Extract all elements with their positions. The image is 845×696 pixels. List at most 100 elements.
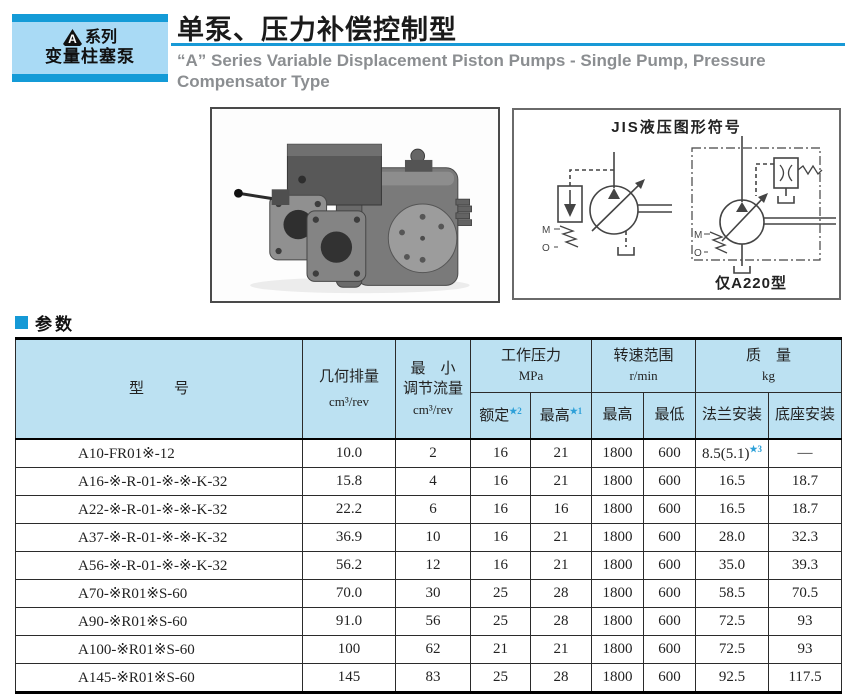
col-header-speed-max: 最高 <box>591 392 645 440</box>
cell-mass-base: 32.3 <box>768 523 843 552</box>
badge-series-label: 系列 <box>84 29 117 47</box>
cell-mass-flange: 92.5 <box>695 663 770 693</box>
cell-model: A145-※R01※S-60 <box>15 663 303 693</box>
series-badge: A 系列 变量柱塞泵 <box>12 14 168 82</box>
cell-pressure-max: 21 <box>529 467 593 496</box>
cell-displacement: 100 <box>302 635 396 664</box>
col-header-model: 型 号 <box>15 338 303 440</box>
cell-min-flow: 12 <box>395 551 471 580</box>
cell-speed-max: 1800 <box>591 438 645 468</box>
cell-pressure-max: 28 <box>529 607 593 636</box>
svg-text:M: M <box>694 230 702 241</box>
badge-bottom-bar <box>12 74 168 82</box>
cell-mass-base: 18.7 <box>768 495 843 524</box>
cell-displacement: 91.0 <box>302 607 396 636</box>
cell-displacement: 36.9 <box>302 523 396 552</box>
col-header-flange-mount: 法兰安装 <box>695 392 770 440</box>
cell-pressure-max: 21 <box>529 523 593 552</box>
cell-speed-min: 600 <box>643 551 697 580</box>
cell-speed-min: 600 <box>643 438 697 468</box>
cell-pressure-max: 16 <box>529 495 593 524</box>
col-header-pressure-max: 最高★1 <box>529 392 593 440</box>
pump-photo-art <box>234 143 472 294</box>
cell-model: A10-FR01※-12 <box>15 438 303 468</box>
cell-speed-min: 600 <box>643 579 697 608</box>
cell-min-flow: 2 <box>395 438 471 468</box>
cell-displacement: 22.2 <box>302 495 396 524</box>
cell-speed-max: 1800 <box>591 663 645 693</box>
cell-speed-max: 1800 <box>591 523 645 552</box>
pump-photo <box>210 107 500 303</box>
cell-speed-min: 600 <box>643 523 697 552</box>
params-table: 型 号 几何排量 cm³/rev 最 小 调节流量 cm³/rev 工作压力 M… <box>15 337 843 694</box>
cell-pressure-rated: 16 <box>470 495 531 524</box>
cell-mass-flange: 72.5 <box>695 607 770 636</box>
table-row: A100-※R01※S-60 100 62 21 21 1800 600 72.… <box>15 635 843 664</box>
cell-speed-max: 1800 <box>591 467 645 496</box>
section-bullet-icon <box>15 316 28 329</box>
cell-mass-flange: 28.0 <box>695 523 770 552</box>
cell-displacement: 56.2 <box>302 551 396 580</box>
cell-displacement: 15.8 <box>302 467 396 496</box>
col-header-displacement: 几何排量 cm³/rev <box>302 338 396 440</box>
table-row: A16-※-R-01-※-※-K-32 15.8 4 16 21 1800 60… <box>15 467 843 496</box>
cell-mass-flange: 35.0 <box>695 551 770 580</box>
cell-pressure-rated: 16 <box>470 438 531 468</box>
hydraulic-circuit-icon: M O <box>542 136 836 274</box>
cell-min-flow: 62 <box>395 635 471 664</box>
cell-mass-base: 70.5 <box>768 579 843 608</box>
cell-model: A70-※R01※S-60 <box>15 579 303 608</box>
table-row: A145-※R01※S-60 145 83 25 28 1800 600 92.… <box>15 663 843 693</box>
cell-min-flow: 6 <box>395 495 471 524</box>
jis-symbol-box: JIS液压图形符号 <box>512 108 841 300</box>
table-row: A22-※-R-01-※-※-K-32 22.2 6 16 16 1800 60… <box>15 495 843 524</box>
section-heading: 参数 <box>15 310 75 335</box>
cell-pressure-rated: 16 <box>470 551 531 580</box>
svg-text:M: M <box>542 225 550 236</box>
cell-displacement: 145 <box>302 663 396 693</box>
cell-speed-max: 1800 <box>591 495 645 524</box>
cell-speed-max: 1800 <box>591 635 645 664</box>
cell-mass-flange: 8.5(5.1)★3 <box>695 438 770 468</box>
cell-displacement: 70.0 <box>302 579 396 608</box>
cell-model: A22-※-R-01-※-※-K-32 <box>15 495 303 524</box>
cell-mass-base: 93 <box>768 635 843 664</box>
cell-pressure-rated: 25 <box>470 607 531 636</box>
cell-min-flow: 83 <box>395 663 471 693</box>
cell-pressure-max: 28 <box>529 663 593 693</box>
cell-speed-max: 1800 <box>591 607 645 636</box>
cell-pressure-max: 21 <box>529 635 593 664</box>
page-subtitle-en: “A” Series Variable Displacement Piston … <box>177 51 766 91</box>
jis-caption: 仅A220型 <box>715 275 787 292</box>
table-row: A56-※-R-01-※-※-K-32 56.2 12 16 21 1800 6… <box>15 551 843 580</box>
cell-speed-max: 1800 <box>591 579 645 608</box>
col-header-speed-min: 最低 <box>643 392 697 440</box>
cell-mass-flange: 58.5 <box>695 579 770 608</box>
cell-model: A90-※R01※S-60 <box>15 607 303 636</box>
cell-pressure-max: 28 <box>529 579 593 608</box>
cell-displacement: 10.0 <box>302 438 396 468</box>
title-divider <box>171 43 845 46</box>
cell-model: A37-※-R-01-※-※-K-32 <box>15 523 303 552</box>
cell-speed-min: 600 <box>643 607 697 636</box>
jis-title: JIS液压图形符号 <box>611 119 742 136</box>
col-group-mass: 质 量 kg <box>695 338 843 393</box>
cell-mass-base: 117.5 <box>768 663 843 693</box>
svg-text:O: O <box>542 243 550 254</box>
cell-speed-min: 600 <box>643 467 697 496</box>
cell-speed-min: 600 <box>643 635 697 664</box>
svg-text:A: A <box>68 32 77 46</box>
col-group-speed: 转速范围 r/min <box>591 338 697 393</box>
col-header-base-mount: 底座安装 <box>768 392 843 440</box>
cell-pressure-rated: 25 <box>470 579 531 608</box>
cell-min-flow: 4 <box>395 467 471 496</box>
cell-mass-flange: 16.5 <box>695 495 770 524</box>
cell-mass-base: 18.7 <box>768 467 843 496</box>
cell-min-flow: 56 <box>395 607 471 636</box>
cell-model: A16-※-R-01-※-※-K-32 <box>15 467 303 496</box>
cell-mass-base: — <box>768 438 843 468</box>
cell-speed-min: 600 <box>643 663 697 693</box>
badge-top-bar <box>12 14 168 22</box>
cell-speed-max: 1800 <box>591 551 645 580</box>
cell-mass-base: 39.3 <box>768 551 843 580</box>
